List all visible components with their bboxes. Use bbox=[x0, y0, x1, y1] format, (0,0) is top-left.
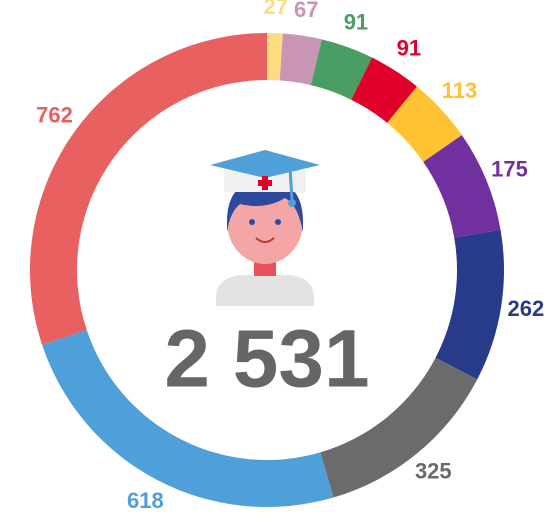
data-label: 27 bbox=[264, 0, 288, 19]
donut-segment bbox=[423, 135, 501, 238]
donut-segment bbox=[310, 39, 373, 100]
donut-segment bbox=[320, 357, 478, 498]
data-label: 67 bbox=[294, 0, 318, 22]
donut-segment bbox=[387, 86, 462, 162]
data-label: 175 bbox=[491, 157, 528, 182]
donut-segment bbox=[351, 57, 417, 123]
data-label: 618 bbox=[127, 488, 164, 513]
donut-segment bbox=[30, 33, 267, 345]
data-label: 762 bbox=[36, 103, 73, 128]
center-total: 2 531 bbox=[164, 314, 369, 405]
data-label: 325 bbox=[415, 458, 452, 483]
data-label: 113 bbox=[442, 78, 478, 103]
donut-segment bbox=[267, 33, 283, 81]
data-label: 262 bbox=[508, 296, 545, 321]
donut-segment bbox=[435, 229, 504, 380]
donut-segment bbox=[42, 329, 334, 507]
data-label: 91 bbox=[344, 9, 368, 34]
graduate-icon bbox=[210, 150, 320, 306]
donut-segment bbox=[279, 33, 322, 86]
data-label: 91 bbox=[397, 36, 421, 61]
